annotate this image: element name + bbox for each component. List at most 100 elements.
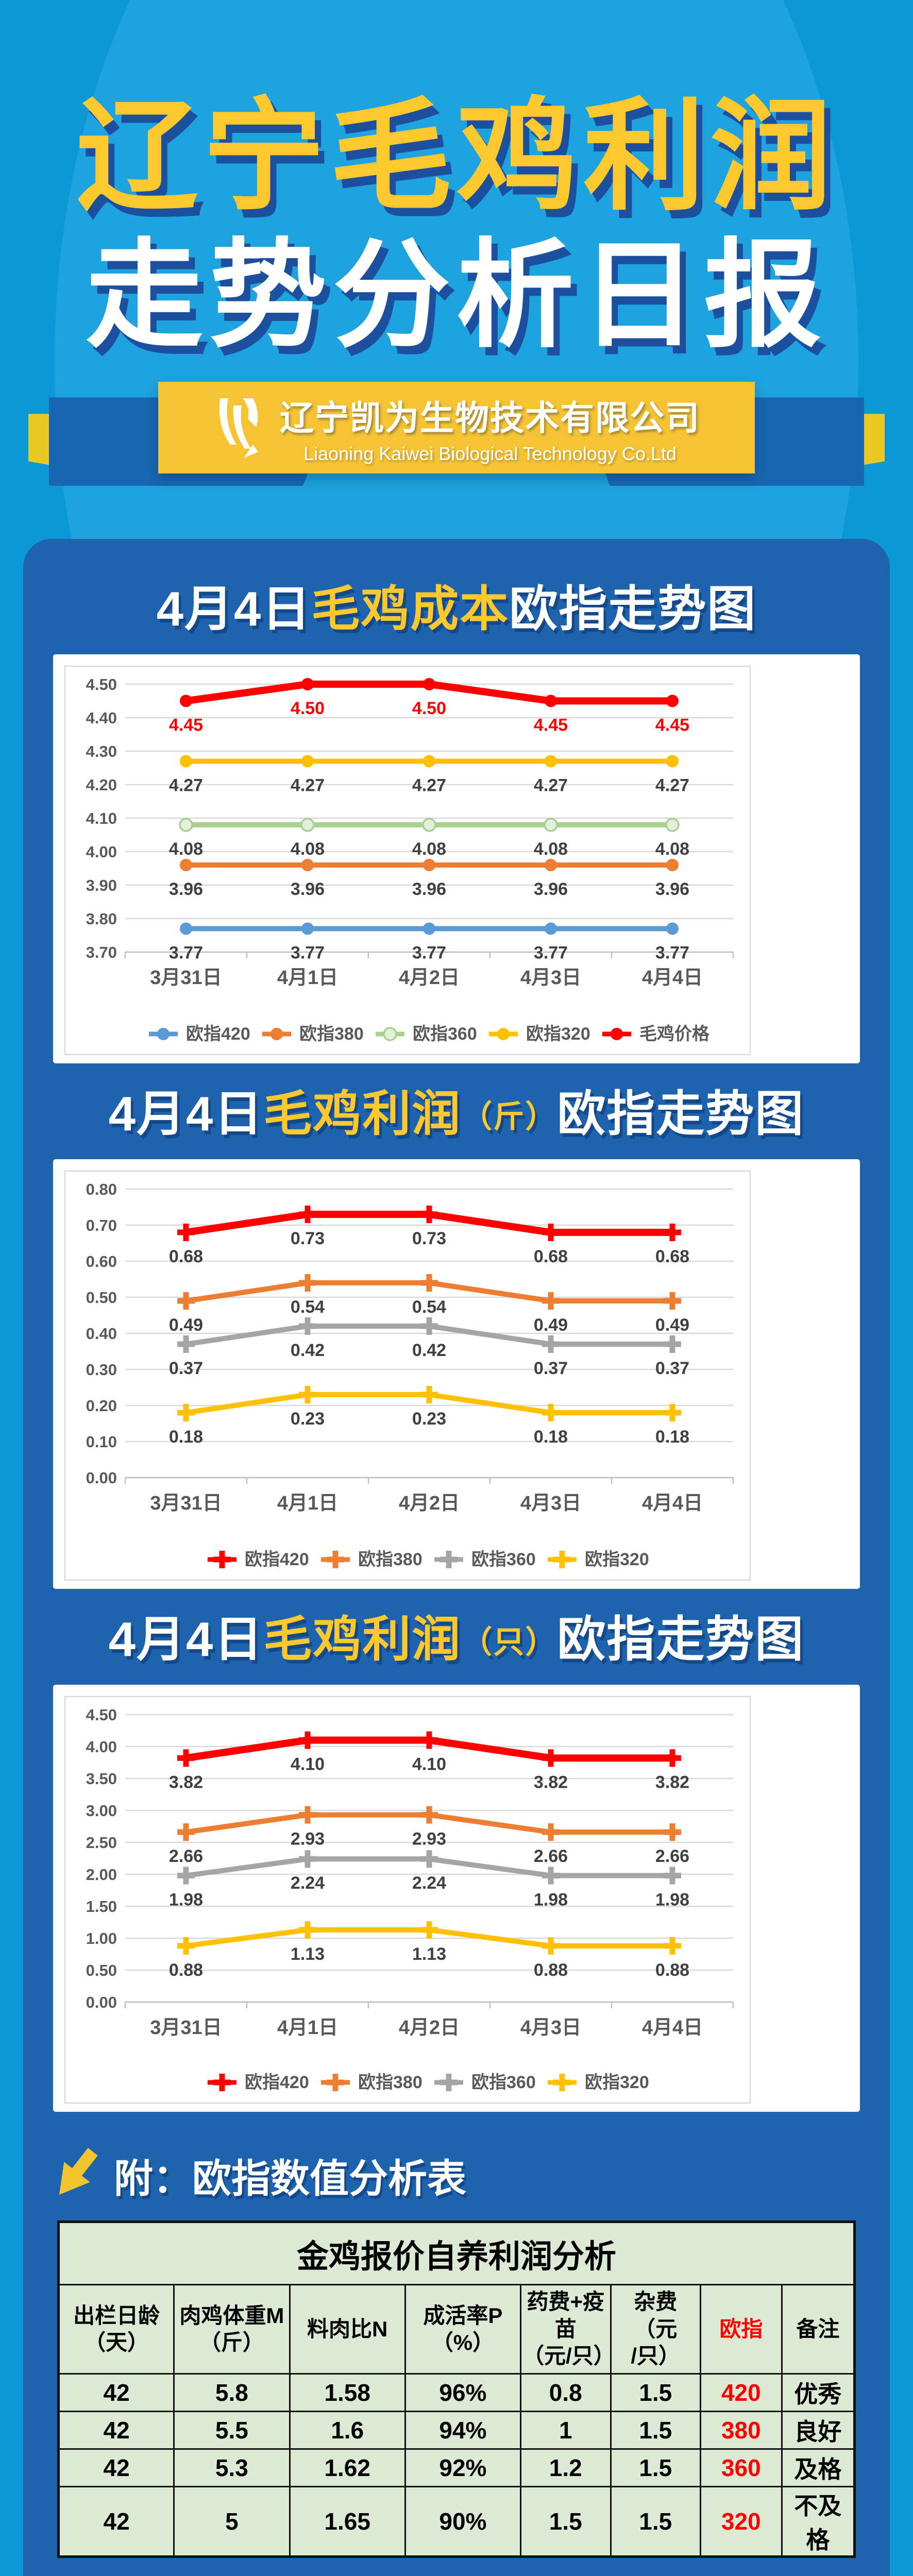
- profit-per-jin-line-chart: 0.80 0.70 0.60 0.50 0.40 0.30 0.20 0.10 0.00 3月31…: [64, 1171, 751, 1581]
- svg-text:4.27: 4.27: [655, 776, 689, 795]
- svg-text:0.37: 0.37: [169, 1359, 203, 1378]
- svg-text:3.96: 3.96: [534, 879, 568, 899]
- company-name-en: Liaoning Kaiwei Biological Technology Co…: [303, 443, 677, 465]
- svg-text:4.50: 4.50: [291, 699, 325, 718]
- svg-text:3.96: 3.96: [412, 879, 446, 899]
- svg-text:4.45: 4.45: [655, 716, 689, 735]
- company-banner-ribbon: 辽宁凯为生物技术有限公司 Liaoning Kaiwei Biological …: [0, 382, 913, 518]
- title-suffix: 欧指走势图: [557, 1612, 805, 1667]
- cell-medicine: 1: [520, 2410, 612, 2450]
- appendix-heading: 附：欧指数值分析表: [53, 2145, 890, 2205]
- cell-fcr: 1.65: [289, 2485, 406, 2557]
- yellow-arrow-icon: [53, 2145, 98, 2205]
- cell-survival: 92%: [404, 2448, 522, 2487]
- svg-text:0.49: 0.49: [655, 1315, 689, 1335]
- svg-text:4.27: 4.27: [534, 776, 568, 795]
- svg-text:欧指320: 欧指320: [585, 2073, 649, 2092]
- svg-text:0.18: 0.18: [169, 1427, 203, 1447]
- svg-text:0.00: 0.00: [86, 1993, 117, 2011]
- svg-text:0.23: 0.23: [412, 1409, 446, 1429]
- table-header-row: 出栏日龄 （天） 肉鸡体重M （斤） 料肉比N 成活率P （%） 药费+疫苗 （元/只）…: [57, 2284, 856, 2375]
- cost-line-chart: 4.50 4.40 4.30 4.20 4.10 4.00 3.90 3.80 3.70 3月31…: [64, 666, 751, 1056]
- svg-text:3.77: 3.77: [655, 943, 689, 963]
- svg-text:4月3日: 4月3日: [520, 2017, 581, 2039]
- cell-euro-index: 320: [699, 2485, 783, 2557]
- svg-text:4.40: 4.40: [86, 709, 117, 727]
- svg-text:4.50: 4.50: [86, 675, 117, 693]
- svg-text:0.54: 0.54: [412, 1297, 446, 1317]
- title-highlight: 毛鸡利润: [263, 1087, 462, 1141]
- profit-per-jin-chart-card: 0.80 0.70 0.60 0.50 0.40 0.30 0.20 0.10 0.00 3月31…: [53, 1159, 860, 1589]
- svg-text:4月4日: 4月4日: [642, 967, 703, 989]
- section-title-profit-jin: 4月4日毛鸡利润（斤）欧指走势图: [23, 1063, 890, 1159]
- svg-text:4.45: 4.45: [169, 716, 203, 735]
- svg-text:1.98: 1.98: [534, 1890, 568, 1910]
- section-cost-chart: 4月4日毛鸡成本欧指走势图 4.50 4.40 4.30 4.20 4.10 4.00 3.…: [23, 558, 890, 1064]
- svg-text:2.24: 2.24: [412, 1874, 446, 1893]
- svg-text:3.70: 3.70: [86, 943, 117, 961]
- col-header-age: 出栏日龄 （天）: [57, 2284, 175, 2375]
- svg-text:0.54: 0.54: [291, 1297, 325, 1317]
- cell-weight: 5.3: [173, 2448, 291, 2487]
- svg-text:4.08: 4.08: [291, 839, 325, 859]
- col-header-euro-index: 欧指: [699, 2284, 783, 2375]
- section-title-profit-bird: 4月4日毛鸡利润（只）欧指走势图: [23, 1589, 890, 1685]
- svg-text:1.98: 1.98: [169, 1890, 203, 1910]
- svg-text:0.40: 0.40: [86, 1325, 117, 1343]
- svg-text:0.42: 0.42: [412, 1341, 446, 1360]
- col-header-remark: 备注: [781, 2284, 856, 2375]
- svg-text:0.49: 0.49: [534, 1315, 568, 1335]
- cell-age: 42: [57, 2485, 175, 2557]
- svg-text:4.27: 4.27: [291, 776, 325, 795]
- svg-text:3.82: 3.82: [655, 1773, 689, 1792]
- svg-text:0.49: 0.49: [169, 1315, 203, 1335]
- svg-text:0.23: 0.23: [291, 1409, 325, 1429]
- cell-fcr: 1.62: [289, 2448, 406, 2487]
- svg-text:0.20: 0.20: [86, 1397, 117, 1415]
- svg-text:欧指360: 欧指360: [471, 1550, 536, 1569]
- svg-text:4.08: 4.08: [169, 839, 203, 859]
- svg-text:0.18: 0.18: [534, 1427, 568, 1447]
- svg-text:4月1日: 4月1日: [277, 1493, 338, 1514]
- svg-text:3.77: 3.77: [412, 943, 446, 963]
- appendix-heading-text: 附：欧指数值分析表: [114, 2157, 466, 2201]
- svg-text:2.93: 2.93: [412, 1829, 446, 1849]
- svg-text:2.93: 2.93: [291, 1829, 325, 1849]
- company-logo-icon: [213, 395, 262, 461]
- svg-text:0.60: 0.60: [86, 1252, 117, 1270]
- cell-euro-index: 380: [699, 2410, 783, 2450]
- svg-text:4月4日: 4月4日: [642, 1493, 703, 1514]
- title-highlight: 毛鸡成本: [311, 582, 510, 636]
- svg-text:欧指420: 欧指420: [245, 1550, 309, 1569]
- cell-misc: 1.5: [610, 2448, 701, 2487]
- svg-text:欧指320: 欧指320: [526, 1024, 590, 1044]
- profit-table-wrap: 金鸡报价自养利润分析 出栏日龄 （天） 肉鸡体重M （斤） 料肉比N 成活率P （%）…: [57, 2221, 856, 2558]
- section-title-cost: 4月4日毛鸡成本欧指走势图: [23, 558, 890, 654]
- svg-text:4.08: 4.08: [655, 839, 689, 859]
- svg-text:0.70: 0.70: [86, 1216, 117, 1234]
- svg-text:4.10: 4.10: [412, 1755, 446, 1774]
- svg-text:欧指420: 欧指420: [186, 1024, 250, 1044]
- svg-text:0.37: 0.37: [534, 1359, 568, 1378]
- svg-text:4.30: 4.30: [86, 742, 117, 760]
- svg-text:4.00: 4.00: [86, 843, 117, 861]
- title-suffix: 欧指走势图: [509, 582, 757, 636]
- cell-survival: 90%: [404, 2485, 522, 2557]
- title-unit: （只）: [461, 1625, 557, 1660]
- col-header-misc: 杂费（元/只）: [610, 2284, 701, 2375]
- cell-euro-index: 360: [699, 2448, 783, 2487]
- svg-text:0.88: 0.88: [169, 1960, 203, 1980]
- main-title-line1: 辽宁毛鸡利润: [76, 89, 837, 225]
- svg-text:欧指380: 欧指380: [299, 1024, 364, 1044]
- svg-text:3.77: 3.77: [291, 943, 325, 963]
- svg-text:欧指320: 欧指320: [585, 1550, 649, 1569]
- profit-per-bird-chart-card: 4.50 4.00 3.50 3.00 2.50 2.00 1.50 1.00 0.50 0.00…: [53, 1685, 860, 2112]
- svg-text:1.13: 1.13: [291, 1944, 325, 1964]
- profit-per-bird-line-chart: 4.50 4.00 3.50 3.00 2.50 2.00 1.50 1.00 0.50 0.00…: [64, 1696, 751, 2104]
- cell-misc: 1.5: [610, 2410, 701, 2450]
- svg-text:4月4日: 4月4日: [642, 2017, 703, 2039]
- main-title-line2: 走势分析日报: [86, 230, 827, 361]
- svg-text:3月31日: 3月31日: [150, 967, 222, 989]
- svg-text:0.88: 0.88: [534, 1960, 568, 1980]
- title-prefix: 4月4日: [108, 1612, 264, 1667]
